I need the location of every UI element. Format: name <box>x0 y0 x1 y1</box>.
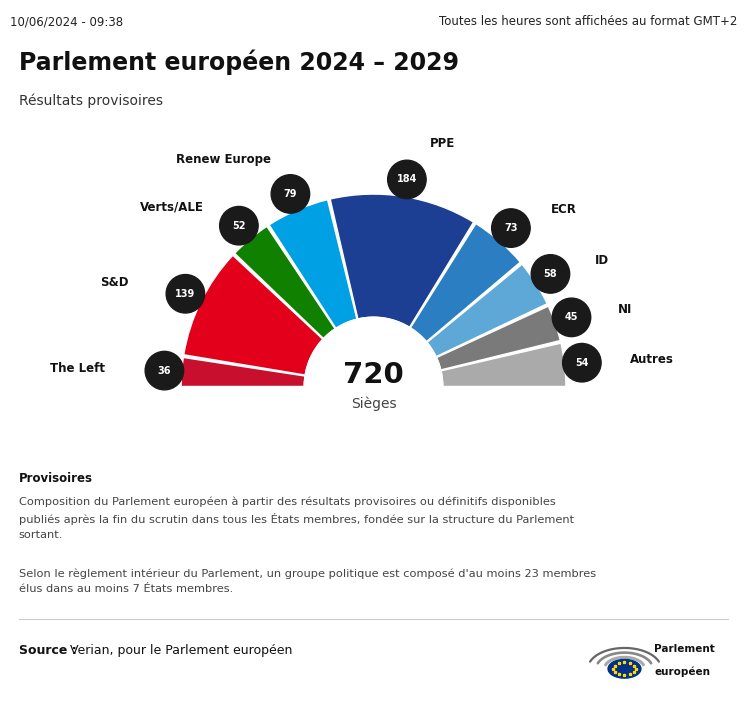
Text: 79: 79 <box>284 189 297 199</box>
Text: Sièges: Sièges <box>350 396 397 411</box>
Text: 720: 720 <box>343 361 404 389</box>
Circle shape <box>271 175 310 213</box>
Wedge shape <box>269 200 357 329</box>
Circle shape <box>492 209 530 247</box>
Text: Verian, pour le Parlement européen: Verian, pour le Parlement européen <box>66 644 292 657</box>
Text: ID: ID <box>595 254 609 267</box>
Text: 54: 54 <box>575 358 589 367</box>
Text: Autres: Autres <box>630 353 674 366</box>
Circle shape <box>388 160 426 199</box>
Text: 73: 73 <box>504 223 518 233</box>
Circle shape <box>220 207 258 245</box>
Wedge shape <box>441 343 566 387</box>
Text: 139: 139 <box>176 289 196 299</box>
Text: S&D: S&D <box>100 276 128 289</box>
Text: 184: 184 <box>397 174 417 185</box>
Text: Verts/ALE: Verts/ALE <box>140 200 204 213</box>
Text: Résultats provisoires: Résultats provisoires <box>19 94 163 108</box>
Text: 36: 36 <box>158 365 171 376</box>
Circle shape <box>166 275 205 313</box>
Wedge shape <box>235 227 335 338</box>
Text: Composition du Parlement européen à partir des résultats provisoires ou définiti: Composition du Parlement européen à part… <box>19 496 574 539</box>
Text: Source :: Source : <box>19 644 76 657</box>
Circle shape <box>531 255 570 293</box>
Text: NI: NI <box>619 302 633 316</box>
Text: The Left: The Left <box>50 362 105 375</box>
Circle shape <box>608 659 641 678</box>
Circle shape <box>304 317 443 456</box>
Text: Selon le règlement intérieur du Parlement, un groupe politique est composé d'au : Selon le règlement intérieur du Parlemen… <box>19 569 596 594</box>
Text: Parlement: Parlement <box>654 644 715 654</box>
Circle shape <box>552 298 591 336</box>
Circle shape <box>145 351 184 390</box>
Text: 58: 58 <box>544 269 557 279</box>
Text: PPE: PPE <box>430 137 456 149</box>
Circle shape <box>562 343 601 382</box>
Text: 10/06/2024 - 09:38: 10/06/2024 - 09:38 <box>10 16 123 28</box>
Wedge shape <box>181 358 305 387</box>
Wedge shape <box>184 256 323 375</box>
Text: Renew Europe: Renew Europe <box>176 153 271 166</box>
Text: 52: 52 <box>232 221 246 231</box>
Text: Provisoires: Provisoires <box>19 472 93 485</box>
Text: 45: 45 <box>565 312 578 322</box>
Wedge shape <box>436 306 560 370</box>
Text: ECR: ECR <box>551 202 576 216</box>
Wedge shape <box>410 224 521 342</box>
Text: Toutes les heures sont affichées au format GMT+2: Toutes les heures sont affichées au form… <box>439 16 737 28</box>
Text: Parlement européen 2024 – 2029: Parlement européen 2024 – 2029 <box>19 50 459 75</box>
Wedge shape <box>427 264 548 357</box>
Text: européen: européen <box>654 667 710 678</box>
Wedge shape <box>330 194 474 327</box>
